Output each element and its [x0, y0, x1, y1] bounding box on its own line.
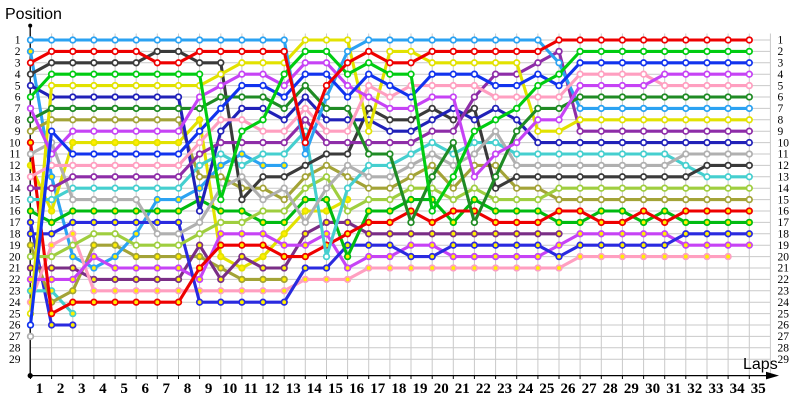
svg-text:28: 28: [603, 381, 618, 397]
svg-text:11: 11: [778, 149, 789, 161]
svg-text:24: 24: [778, 297, 790, 309]
svg-text:10: 10: [9, 137, 21, 149]
svg-text:9: 9: [778, 126, 784, 138]
svg-text:25: 25: [539, 381, 554, 397]
svg-text:18: 18: [391, 381, 406, 397]
svg-text:8: 8: [184, 381, 192, 397]
svg-text:12: 12: [778, 160, 790, 172]
svg-text:1: 1: [15, 35, 21, 47]
svg-text:18: 18: [9, 229, 21, 241]
svg-text:26: 26: [561, 381, 577, 397]
svg-text:20: 20: [9, 251, 21, 263]
svg-text:1: 1: [36, 381, 44, 397]
svg-text:31: 31: [666, 381, 681, 397]
svg-text:3: 3: [778, 58, 784, 70]
svg-text:4: 4: [15, 69, 21, 81]
svg-text:10: 10: [778, 137, 790, 149]
svg-text:19: 19: [413, 381, 428, 397]
svg-text:27: 27: [582, 381, 598, 397]
svg-text:9: 9: [205, 381, 213, 397]
svg-text:27: 27: [778, 331, 790, 343]
svg-text:19: 19: [9, 240, 21, 252]
svg-text:15: 15: [328, 381, 343, 397]
svg-text:27: 27: [9, 331, 21, 343]
svg-text:34: 34: [730, 381, 746, 397]
svg-text:16: 16: [349, 381, 365, 397]
svg-text:14: 14: [9, 183, 21, 195]
svg-text:Laps: Laps: [743, 356, 778, 373]
svg-text:4: 4: [778, 69, 784, 81]
svg-text:26: 26: [9, 320, 21, 332]
svg-text:12: 12: [265, 381, 280, 397]
svg-text:25: 25: [778, 308, 790, 320]
svg-text:23: 23: [9, 286, 21, 298]
svg-text:10: 10: [222, 381, 237, 397]
svg-text:21: 21: [9, 263, 21, 275]
svg-text:18: 18: [778, 229, 790, 241]
svg-text:6: 6: [778, 92, 784, 104]
svg-text:5: 5: [120, 381, 128, 397]
svg-text:8: 8: [778, 115, 784, 127]
svg-text:17: 17: [370, 381, 386, 397]
svg-text:11: 11: [9, 149, 20, 161]
svg-text:23: 23: [778, 286, 790, 298]
svg-text:29: 29: [624, 381, 639, 397]
svg-text:2: 2: [778, 46, 784, 58]
svg-text:20: 20: [434, 381, 449, 397]
svg-text:Position: Position: [5, 6, 62, 23]
svg-text:29: 29: [778, 354, 790, 366]
svg-text:23: 23: [497, 381, 512, 397]
svg-text:14: 14: [778, 183, 790, 195]
svg-text:35: 35: [751, 381, 766, 397]
svg-text:17: 17: [9, 217, 21, 229]
svg-text:21: 21: [778, 263, 790, 275]
svg-text:22: 22: [778, 274, 790, 286]
svg-text:28: 28: [9, 343, 21, 355]
svg-text:19: 19: [778, 240, 790, 252]
svg-text:8: 8: [15, 115, 21, 127]
svg-text:25: 25: [9, 308, 21, 320]
svg-text:16: 16: [778, 206, 790, 218]
svg-text:13: 13: [778, 172, 790, 184]
svg-text:1: 1: [778, 35, 784, 47]
svg-text:22: 22: [476, 381, 491, 397]
svg-text:24: 24: [9, 297, 21, 309]
svg-text:7: 7: [15, 103, 21, 115]
svg-text:14: 14: [307, 381, 323, 397]
svg-text:6: 6: [15, 92, 21, 104]
svg-text:33: 33: [709, 381, 724, 397]
svg-text:16: 16: [9, 206, 21, 218]
svg-text:12: 12: [9, 160, 21, 172]
svg-text:26: 26: [778, 320, 790, 332]
svg-text:32: 32: [687, 381, 702, 397]
svg-text:2: 2: [15, 46, 21, 58]
svg-text:15: 15: [778, 194, 790, 206]
svg-text:29: 29: [9, 354, 21, 366]
svg-text:22: 22: [9, 274, 21, 286]
svg-text:7: 7: [163, 381, 171, 397]
svg-text:4: 4: [99, 381, 107, 397]
svg-text:5: 5: [778, 80, 784, 92]
svg-text:11: 11: [244, 381, 258, 397]
svg-text:9: 9: [15, 126, 21, 138]
svg-text:13: 13: [9, 172, 21, 184]
svg-text:3: 3: [15, 58, 21, 70]
svg-text:24: 24: [518, 381, 534, 397]
svg-text:21: 21: [455, 381, 470, 397]
svg-text:15: 15: [9, 194, 21, 206]
svg-text:6: 6: [141, 381, 149, 397]
svg-text:7: 7: [778, 103, 784, 115]
svg-text:2: 2: [57, 381, 65, 397]
svg-text:28: 28: [778, 343, 790, 355]
svg-text:30: 30: [645, 381, 660, 397]
svg-text:5: 5: [15, 80, 21, 92]
svg-text:17: 17: [778, 217, 790, 229]
svg-text:3: 3: [78, 381, 86, 397]
svg-text:13: 13: [286, 381, 301, 397]
svg-text:20: 20: [778, 251, 790, 263]
